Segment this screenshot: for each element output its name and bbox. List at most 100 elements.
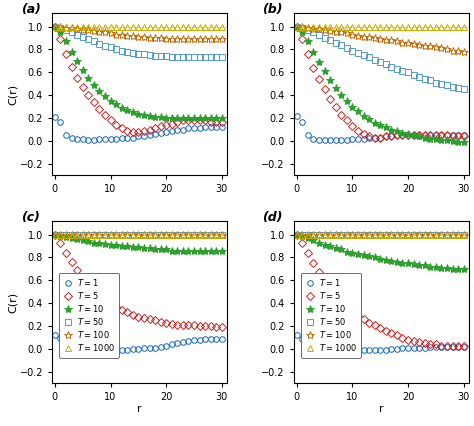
$T=100$ <box>186 232 191 237</box>
$T=1000$ <box>208 232 214 237</box>
$T=5$ <box>322 278 328 283</box>
$T=5$ <box>85 281 91 286</box>
$T=10$ <box>294 232 300 237</box>
Legend: $T=1$, $T=5$, $T=10$, $T=50$, $T=100$, $T=1000$: $T=1$, $T=5$, $T=10$, $T=50$, $T=100$, $… <box>301 273 361 357</box>
$T=50$ <box>422 232 428 237</box>
$T=50$ <box>416 232 422 237</box>
$T=1000$ <box>52 232 58 237</box>
Y-axis label: C(r): C(r) <box>8 291 18 313</box>
$T=50$ <box>213 232 219 237</box>
$T=5$ <box>80 276 86 281</box>
$T=50$ <box>91 232 97 237</box>
$T=5$ <box>164 320 169 325</box>
$T=100$ <box>322 232 328 237</box>
$T=100$ <box>63 232 69 237</box>
Line: $T=100$: $T=100$ <box>51 230 226 239</box>
$T=1$ <box>141 345 147 351</box>
$T=5$ <box>328 286 333 291</box>
$T=10$ <box>208 248 214 253</box>
$T=1$ <box>433 344 439 349</box>
$T=100$ <box>169 232 174 237</box>
$T=1$ <box>146 345 152 351</box>
$T=5$ <box>219 325 225 330</box>
$T=1$ <box>119 348 125 353</box>
$T=50$ <box>338 232 344 237</box>
$T=1$ <box>438 344 444 349</box>
$T=50$ <box>208 232 214 237</box>
$T=100$ <box>344 232 350 237</box>
$T=5$ <box>310 261 316 266</box>
Line: $T=1$: $T=1$ <box>52 333 225 353</box>
$T=100$ <box>405 232 411 237</box>
$T=5$ <box>316 270 322 275</box>
$T=50$ <box>389 232 394 237</box>
$T=1000$ <box>438 232 444 237</box>
$T=50$ <box>444 232 450 237</box>
$T=1000$ <box>136 232 141 237</box>
$T=1000$ <box>152 232 158 237</box>
$T=5$ <box>130 312 136 317</box>
$T=50$ <box>136 232 141 237</box>
Line: $T=10$: $T=10$ <box>51 230 226 255</box>
Line: $T=1000$: $T=1000$ <box>52 231 225 238</box>
$T=100$ <box>450 232 456 237</box>
$T=1$ <box>219 336 225 341</box>
$T=5$ <box>102 297 108 302</box>
$T=10$ <box>113 242 119 248</box>
$T=10$ <box>124 244 130 249</box>
$T=5$ <box>91 287 97 292</box>
$T=1000$ <box>69 232 74 237</box>
$T=1$ <box>180 340 186 345</box>
$T=5$ <box>294 232 300 237</box>
$T=10$ <box>438 265 444 271</box>
$T=100$ <box>372 232 377 237</box>
Line: $T=50$: $T=50$ <box>52 232 225 237</box>
$T=100$ <box>416 232 422 237</box>
$T=5$ <box>411 339 417 344</box>
X-axis label: r: r <box>137 404 142 414</box>
$T=50$ <box>456 232 461 237</box>
$T=50$ <box>333 232 338 237</box>
$T=100$ <box>146 232 152 237</box>
$T=10$ <box>361 253 366 258</box>
$T=5$ <box>383 328 389 333</box>
$T=50$ <box>74 232 80 237</box>
$T=1$ <box>213 336 219 341</box>
$T=1$ <box>113 348 119 353</box>
$T=100$ <box>422 232 428 237</box>
$T=1$ <box>305 343 311 348</box>
$T=1000$ <box>377 232 383 237</box>
$T=100$ <box>197 232 202 237</box>
$T=100$ <box>350 232 356 237</box>
$T=1000$ <box>344 232 350 237</box>
$T=1000$ <box>186 232 191 237</box>
$T=50$ <box>158 232 164 237</box>
$T=50$ <box>85 232 91 237</box>
$T=5$ <box>63 250 69 256</box>
$T=1$ <box>300 336 305 341</box>
$T=1$ <box>411 345 417 351</box>
$T=1$ <box>186 339 191 344</box>
$T=1$ <box>322 348 328 353</box>
$T=10$ <box>85 239 91 244</box>
$T=100$ <box>294 232 300 237</box>
$T=1$ <box>416 345 422 351</box>
$T=100$ <box>433 232 439 237</box>
$T=100$ <box>164 232 169 237</box>
$T=50$ <box>80 232 86 237</box>
$T=50$ <box>461 232 466 237</box>
$T=100$ <box>411 232 417 237</box>
$T=1000$ <box>338 232 344 237</box>
$T=5$ <box>97 293 102 298</box>
Line: $T=10$: $T=10$ <box>292 230 468 273</box>
$T=1000$ <box>372 232 377 237</box>
$T=100$ <box>152 232 158 237</box>
$T=1$ <box>361 348 366 353</box>
$T=5$ <box>456 343 461 348</box>
$T=50$ <box>411 232 417 237</box>
$T=5$ <box>119 308 125 313</box>
$T=1000$ <box>180 232 186 237</box>
$T=1000$ <box>422 232 428 237</box>
$T=5$ <box>366 320 372 325</box>
$T=50$ <box>438 232 444 237</box>
